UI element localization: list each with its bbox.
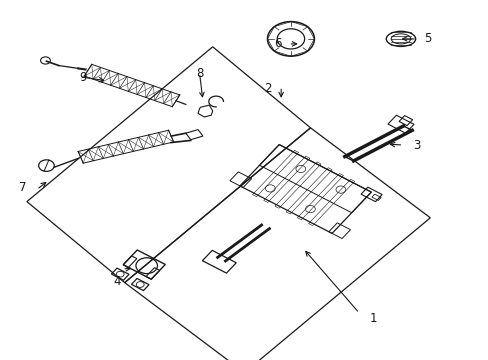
Text: 1: 1 — [368, 312, 376, 325]
Text: 3: 3 — [412, 139, 420, 152]
Text: 5: 5 — [424, 32, 431, 45]
Text: 9: 9 — [80, 71, 87, 84]
Text: 8: 8 — [195, 67, 203, 80]
Text: 6: 6 — [273, 37, 281, 50]
Text: 7: 7 — [20, 181, 27, 194]
Text: 2: 2 — [264, 82, 271, 95]
Text: 4: 4 — [113, 275, 121, 288]
